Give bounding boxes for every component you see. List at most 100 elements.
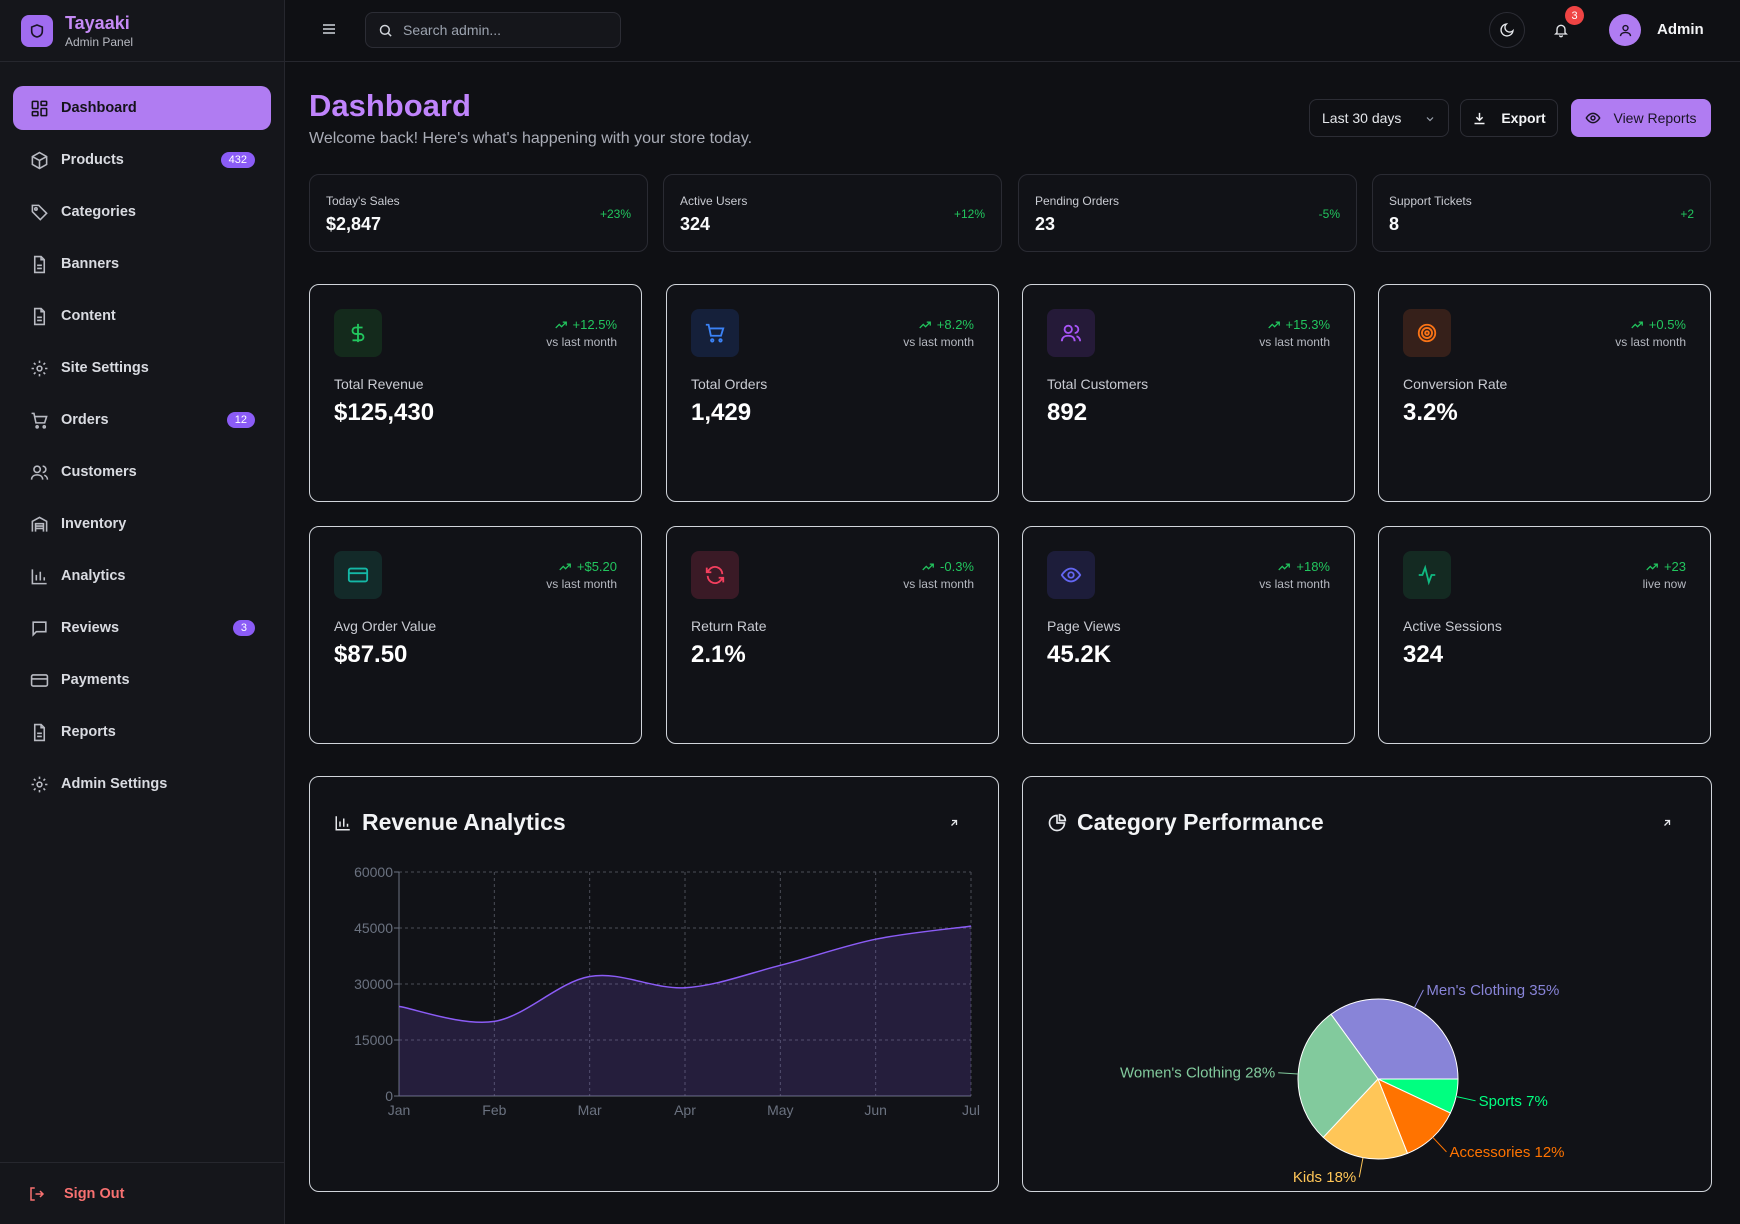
sidebar-item-categories[interactable]: Categories (13, 190, 271, 234)
series-line (398, 925, 972, 1023)
sidebar-item-payments[interactable]: Payments (13, 658, 271, 702)
sign-out-label: Sign Out (64, 1185, 125, 1202)
sidebar-item-products[interactable]: Products 432 (13, 138, 271, 182)
stat-change: -5% (1318, 207, 1340, 221)
sidebar-item-label: Customers (61, 464, 137, 480)
user-icon (1619, 24, 1631, 36)
kpi-trend: +0.5% (1648, 317, 1686, 332)
avatar[interactable] (1609, 14, 1641, 46)
panel-title: Category Performance (1077, 809, 1324, 835)
sidebar-item-inventory[interactable]: Inventory (13, 502, 271, 546)
view-reports-button[interactable]: View Reports (1571, 99, 1711, 137)
trending-up-icon (559, 562, 571, 570)
kpi-card-avg-order-value: +$5.20 vs last month Avg Order Value $87.… (309, 526, 642, 744)
stat-change: +2 (1680, 207, 1694, 221)
expand-icon[interactable] (1661, 817, 1673, 829)
bell-icon (1554, 24, 1568, 38)
document-icon (29, 306, 49, 326)
notifications-button[interactable] (1543, 12, 1579, 48)
sidebar-item-reviews[interactable]: Reviews 3 (13, 606, 271, 650)
search-icon (378, 23, 393, 38)
sidebar-item-label: Reports (61, 724, 116, 740)
warehouse-icon (29, 514, 49, 534)
sidebar-item-label: Products (61, 152, 124, 168)
cart-icon (691, 309, 739, 357)
slice-label: Men's Clothing 35% (1426, 982, 1559, 999)
sidebar-item-label: Reviews (61, 620, 120, 636)
bar-chart-icon (334, 814, 352, 832)
date-range-select[interactable]: Last 30 days (1309, 99, 1449, 137)
sidebar-item-content[interactable]: Content (13, 294, 271, 338)
stat-label: Active Users (680, 194, 748, 208)
sidebar-item-admin-settings[interactable]: Admin Settings (13, 762, 271, 806)
kpi-trend: -0.3% (940, 559, 974, 574)
sidebar-item-orders[interactable]: Orders 12 (13, 398, 271, 442)
kpi-value: 2.1% (691, 641, 746, 668)
y-tick-label: 30000 (354, 976, 393, 992)
sidebar-item-label: Categories (61, 204, 136, 220)
sidebar-item-reports[interactable]: Reports (13, 710, 271, 754)
kpi-value: $87.50 (334, 641, 408, 668)
kpi-trend-sub: vs last month (1259, 335, 1330, 349)
sidebar-item-analytics[interactable]: Analytics (13, 554, 271, 598)
slice-leader-line (1455, 1095, 1476, 1102)
sidebar-nav: Dashboard Products 432 Categories Banner… (0, 62, 284, 806)
kpi-card-page-views: +18% vs last month Page Views 45.2K (1022, 526, 1355, 744)
trending-up-icon (1646, 562, 1658, 570)
slice-leader-line (1413, 989, 1424, 1008)
sidebar-item-site-settings[interactable]: Site Settings (13, 346, 271, 390)
kpi-trend: +8.2% (936, 317, 974, 332)
pie-slice (1297, 1013, 1379, 1139)
kpi-card-total-customers: +15.3% vs last month Total Customers 892 (1022, 284, 1355, 502)
pie-chart-icon (1047, 813, 1067, 833)
cart-icon (29, 410, 49, 430)
export-button[interactable]: Export (1460, 99, 1558, 137)
sidebar-item-label: Inventory (61, 516, 127, 532)
sidebar-item-banners[interactable]: Banners (13, 242, 271, 286)
pie-slice (1322, 1078, 1409, 1160)
credit-card-icon (334, 551, 382, 599)
logout-icon (28, 1185, 46, 1203)
stat-value: $2,847 (326, 214, 382, 234)
kpi-trend-sub: vs last month (903, 577, 974, 591)
trending-up-icon (919, 320, 931, 328)
dashboard-icon (29, 98, 49, 118)
x-tick-label: Jun (864, 1102, 887, 1118)
chevron-down-icon (1424, 112, 1436, 128)
kpi-card-total-revenue: +12.5% vs last month Total Revenue $125,4… (309, 284, 642, 502)
kpi-value: 892 (1047, 399, 1088, 426)
sign-out-button[interactable]: Sign Out (0, 1162, 284, 1224)
stat-value: 8 (1389, 214, 1400, 234)
page-title: Dashboard (309, 88, 471, 123)
slice-label: Sports 7% (1479, 1093, 1548, 1110)
menu-icon[interactable] (321, 21, 337, 42)
kpi-value: 3.2% (1403, 399, 1458, 426)
search-input[interactable]: Search admin... (365, 12, 621, 48)
theme-toggle-button[interactable] (1489, 12, 1525, 48)
kpi-trend-sub: vs last month (903, 335, 974, 349)
revenue-area-chart: 0 15000 30000 45000 60000 Jan Feb Mar Apr May Jun J… (354, 864, 980, 1118)
kpi-card-total-orders: +8.2% vs last month Total Orders 1,429 (666, 284, 999, 502)
sidebar-item-label: Payments (61, 672, 130, 688)
slice-leader-line (1358, 1157, 1364, 1178)
count-badge: 432 (220, 152, 255, 168)
sidebar-item-customers[interactable]: Customers (13, 450, 271, 494)
revenue-analytics-panel: Revenue Analytics 0 15000 30000 45000 60000 J… (309, 776, 999, 1192)
sidebar-item-label: Banners (61, 256, 120, 272)
sidebar-item-label: Site Settings (61, 360, 149, 376)
x-tick-label: Mar (578, 1102, 602, 1118)
search-placeholder: Search admin... (403, 22, 502, 38)
trending-up-icon (1267, 320, 1280, 328)
target-icon (1403, 309, 1451, 357)
kpi-value: $125,430 (334, 399, 435, 426)
expand-icon[interactable] (948, 817, 960, 829)
slice-leader-line (1278, 1072, 1299, 1075)
users-icon (29, 462, 49, 482)
count-badge: 12 (226, 412, 255, 428)
credit-card-icon (29, 670, 49, 690)
user-name[interactable]: Admin (1657, 21, 1704, 38)
sidebar-item-label: Dashboard (61, 100, 137, 116)
trending-up-icon (922, 562, 934, 570)
sidebar-item-dashboard[interactable]: Dashboard (13, 86, 271, 130)
x-tick-label: May (767, 1102, 793, 1118)
